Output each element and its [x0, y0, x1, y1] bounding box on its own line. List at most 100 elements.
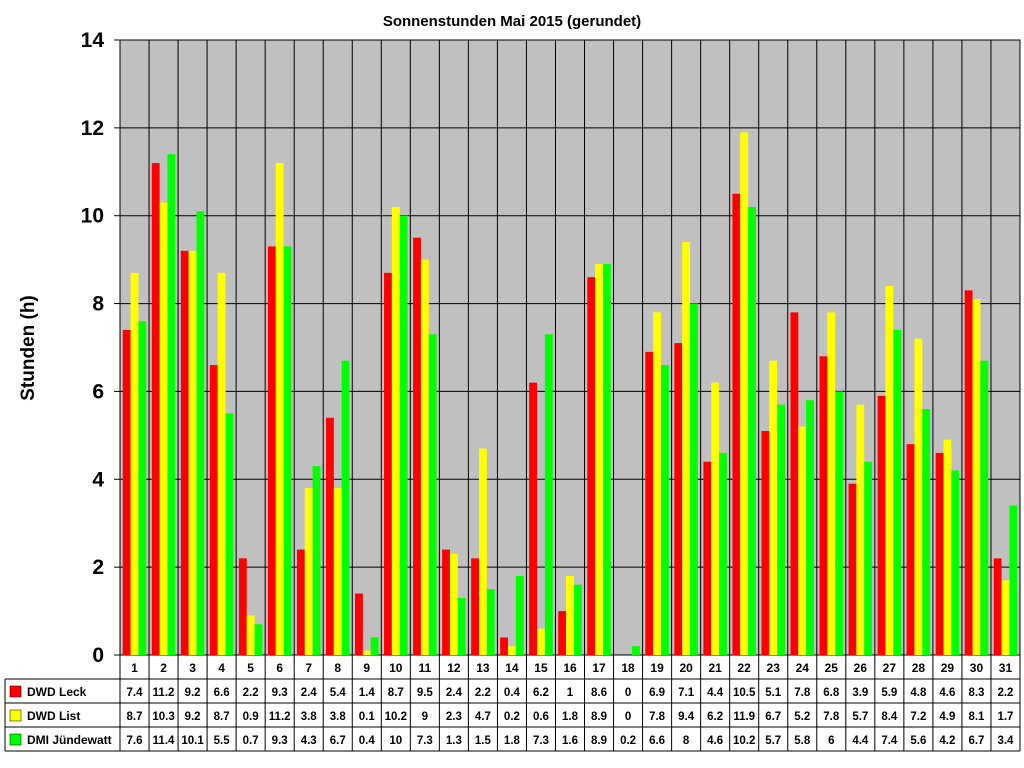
y-tick-label: 6 [92, 380, 104, 403]
bar [682, 242, 691, 656]
y-tick-label: 4 [92, 468, 104, 491]
x-tick-label: 7 [305, 661, 312, 675]
data-label: 10.2 [733, 735, 755, 747]
bar [130, 272, 139, 655]
bar [508, 646, 516, 655]
bar [798, 426, 807, 655]
data-label: 0 [625, 687, 631, 699]
data-label: 1.8 [562, 711, 579, 723]
data-label: 5.9 [881, 687, 897, 699]
bar [951, 470, 960, 655]
bar [333, 488, 342, 655]
data-label: 4.3 [301, 735, 317, 747]
y-axis-label: Stunden (h) [18, 295, 39, 401]
bar [993, 558, 1002, 655]
data-label: 9.4 [678, 711, 695, 723]
bar [877, 395, 886, 655]
bar [217, 272, 226, 655]
bar [711, 382, 720, 655]
bar [1001, 580, 1010, 655]
bar [631, 646, 640, 655]
data-label: 7.2 [910, 711, 926, 723]
x-tick-label: 25 [825, 661, 839, 675]
data-label: 8.3 [968, 687, 984, 699]
bar [399, 215, 408, 655]
bar [848, 483, 857, 655]
data-label: 4.7 [475, 711, 491, 723]
x-tick-label: 20 [679, 661, 693, 675]
bar [595, 264, 603, 655]
x-tick-label: 6 [276, 661, 283, 675]
bar [645, 351, 654, 655]
data-label: 1.8 [504, 735, 521, 747]
bar [420, 259, 429, 655]
x-tick-label: 8 [334, 661, 341, 675]
bar [835, 391, 844, 655]
data-label: 0 [625, 711, 631, 723]
data-label: 0.2 [620, 735, 636, 747]
x-tick-label: 15 [534, 661, 548, 675]
data-table: 1 2 3 4 5 6 7 8 9 10 11 12 13 14 15 16 17 18 19 20 21 22 23 24 2… [4, 655, 1021, 752]
bar [661, 365, 669, 655]
x-tick-label: 24 [796, 661, 810, 675]
data-label: 8.9 [591, 735, 607, 747]
x-tick-label: 10 [389, 661, 403, 675]
legend-swatch [9, 733, 22, 746]
data-label: 1.6 [562, 735, 578, 747]
bar [312, 466, 321, 655]
legend-label: DWD List [27, 709, 80, 723]
bar [138, 321, 147, 655]
data-label: 1.5 [475, 735, 492, 747]
bar [478, 448, 487, 655]
data-label: 10.2 [385, 711, 407, 723]
data-label: 9 [422, 711, 428, 723]
data-label: 6.6 [214, 687, 230, 699]
data-label: 4.4 [707, 687, 724, 699]
data-label: 1 [567, 687, 574, 699]
data-label: 6.7 [968, 735, 984, 747]
bar [864, 461, 873, 655]
bar [159, 202, 168, 656]
x-tick-label: 5 [247, 661, 254, 675]
legend-label: DWD Leck [27, 685, 87, 699]
data-label: 6 [828, 735, 834, 747]
data-label: 3.9 [852, 687, 868, 699]
x-tick-label: 14 [505, 661, 519, 675]
data-label: 0.9 [243, 711, 259, 723]
data-label: 6.7 [765, 711, 781, 723]
plot-area: 0 2 4 6 8 10 12 14 [81, 29, 1021, 667]
data-label: 4.6 [939, 687, 955, 699]
data-label: 8 [683, 735, 690, 747]
x-tick-label: 18 [621, 661, 635, 675]
data-label: 1.4 [359, 687, 376, 699]
x-tick-label: 22 [738, 661, 752, 675]
data-label: 3.8 [301, 711, 318, 723]
data-label: 2.2 [997, 687, 1013, 699]
bar [413, 237, 421, 655]
bar [740, 132, 749, 655]
bar [602, 264, 611, 655]
x-tick-label: 23 [767, 661, 781, 675]
y-tick-label: 10 [81, 205, 104, 228]
x-tick-label: 26 [854, 661, 868, 675]
data-label: 0.7 [243, 735, 259, 747]
data-label: 5.1 [765, 687, 782, 699]
data-label: 11.2 [269, 711, 291, 723]
x-tick-label: 2 [160, 661, 167, 675]
x-tick-label: 4 [218, 661, 225, 675]
data-label: 6.8 [823, 687, 840, 699]
data-label: 8.7 [388, 687, 404, 699]
data-label: 6.9 [649, 687, 665, 699]
bar [457, 597, 466, 655]
data-label: 7.4 [881, 735, 898, 747]
bar [922, 409, 931, 655]
data-label: 5.7 [765, 735, 781, 747]
bar [935, 452, 944, 655]
data-label: 7.8 [649, 711, 666, 723]
bar [471, 558, 479, 655]
bar [362, 650, 371, 655]
bar [188, 250, 197, 655]
y-tick-label: 8 [92, 293, 104, 316]
bar [428, 334, 437, 655]
bar [296, 549, 305, 655]
